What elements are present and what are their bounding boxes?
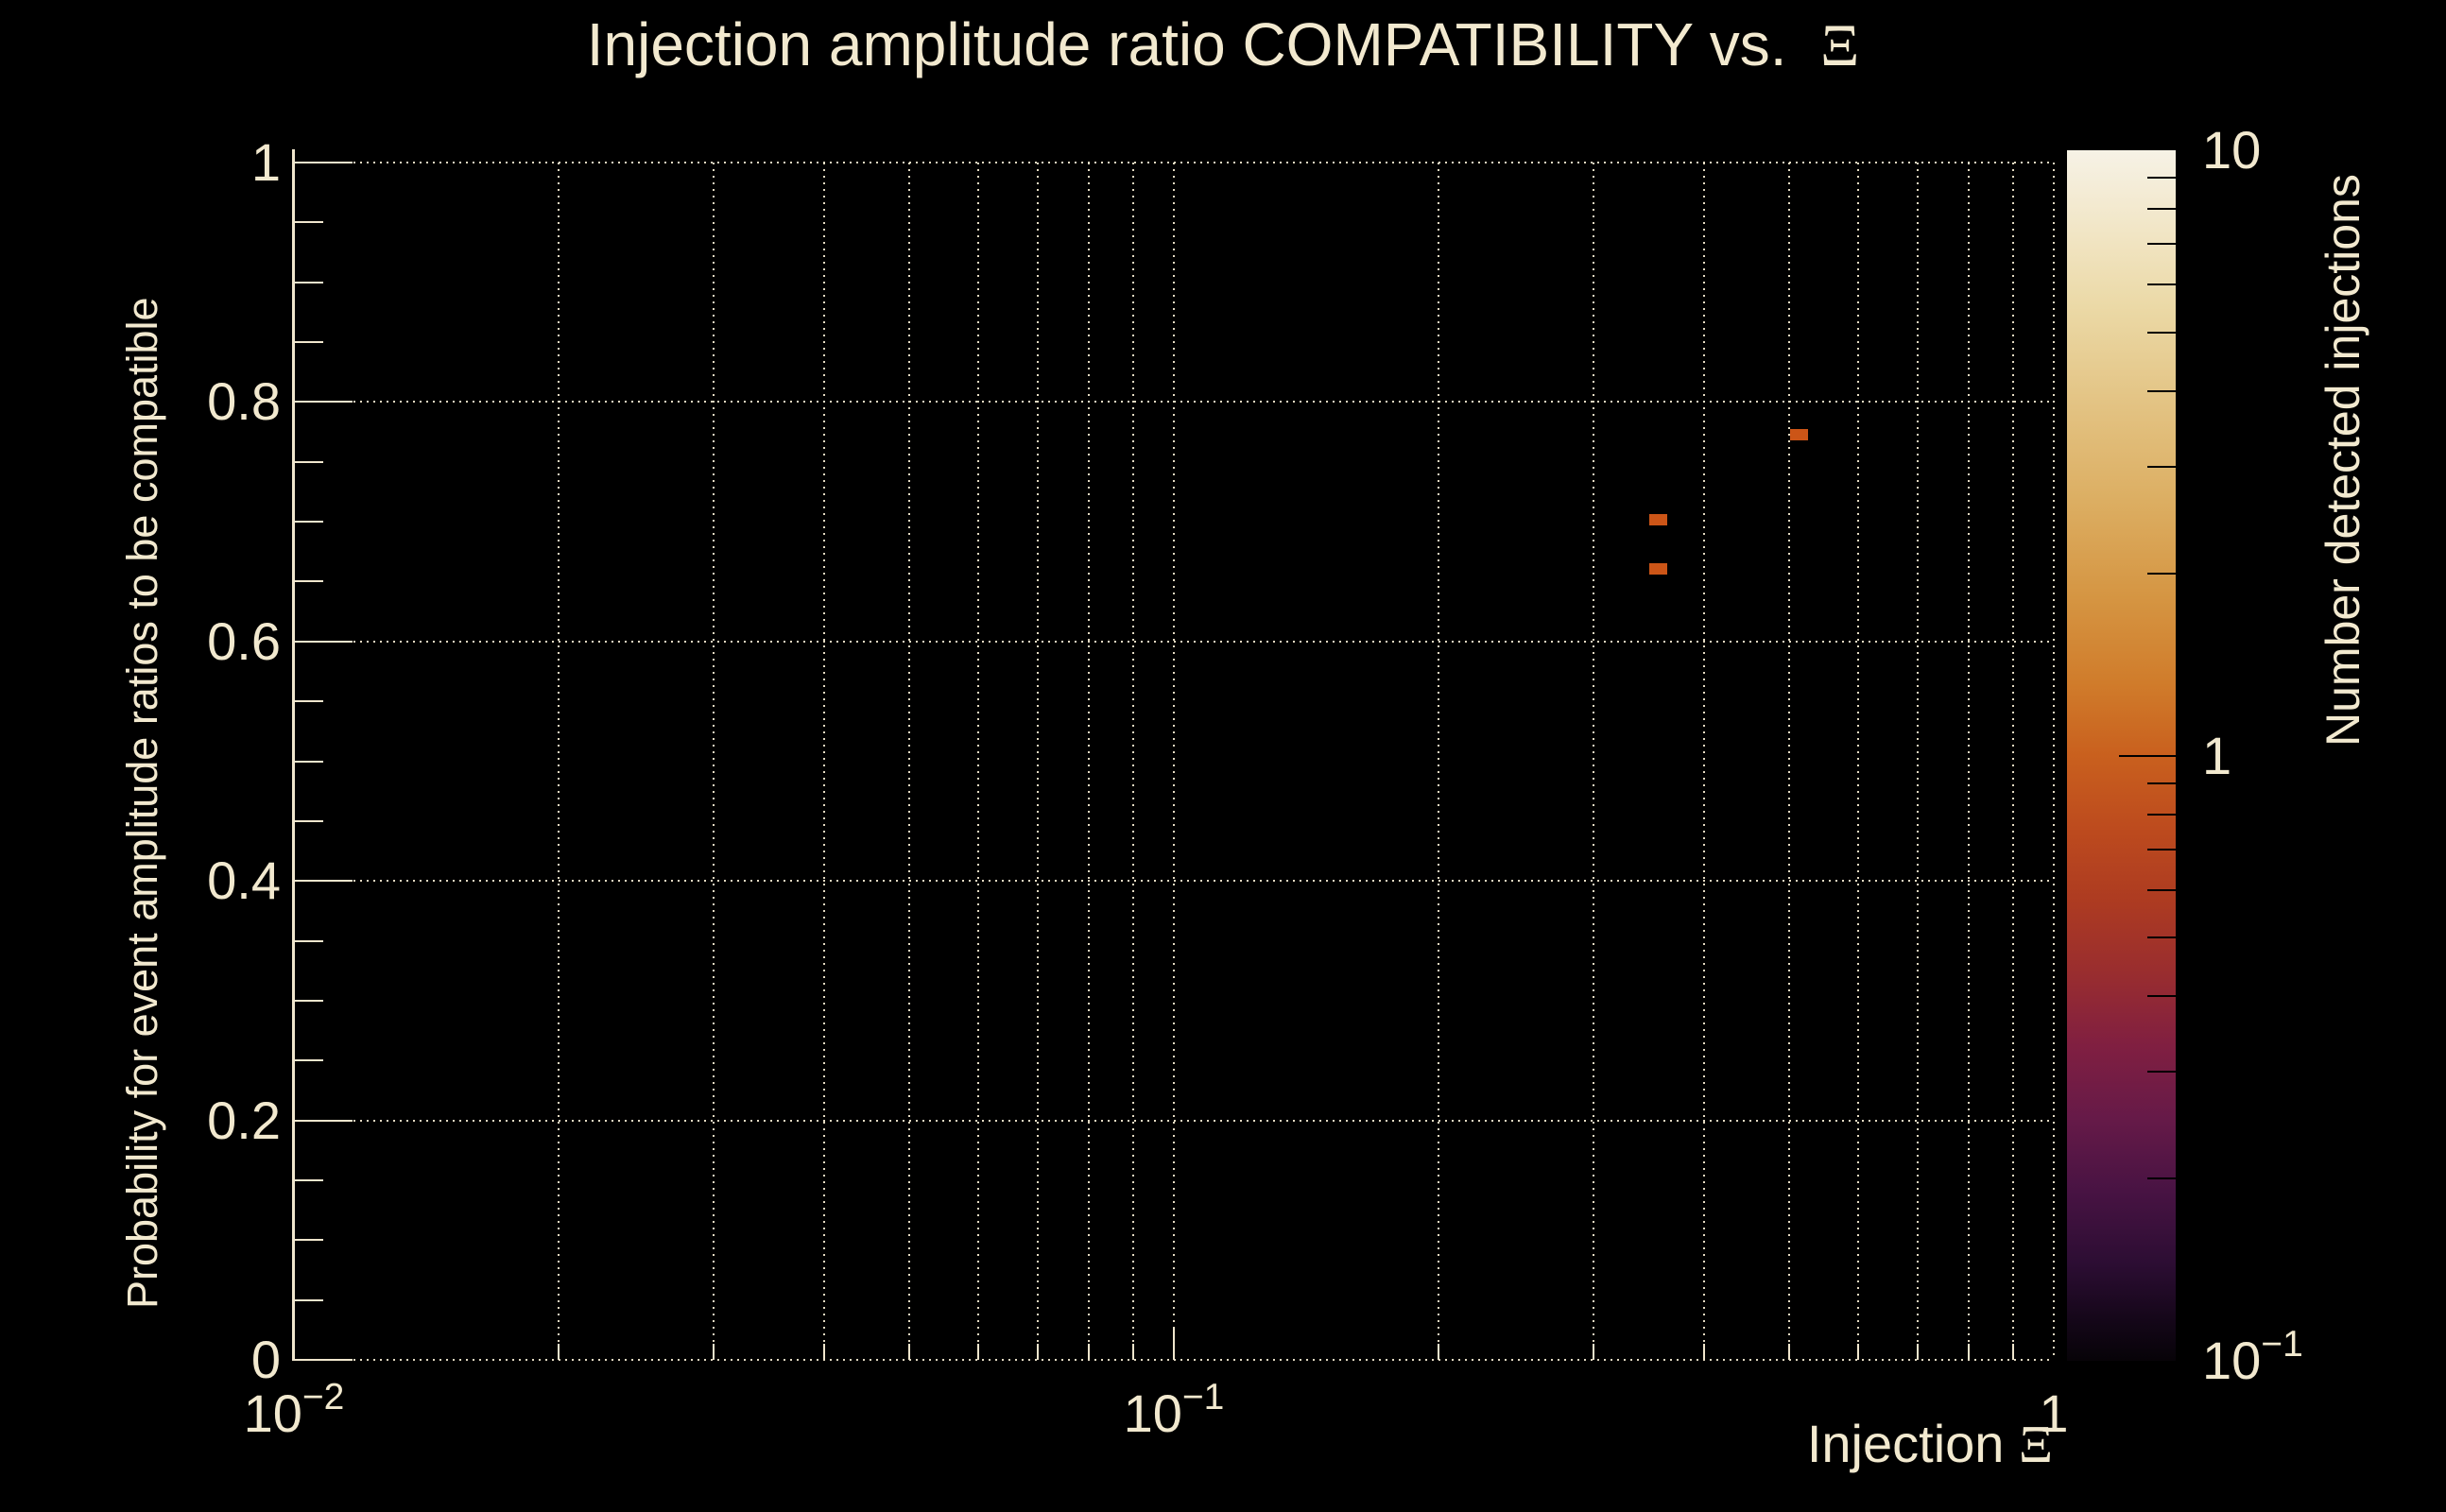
colorbar-tick-minor — [2147, 1177, 2176, 1180]
x-tick-minor — [1857, 1344, 1860, 1360]
x-gridline — [1702, 163, 1705, 1360]
x-gridline — [2053, 163, 2055, 1360]
y-tick — [294, 640, 353, 643]
y-gridline — [294, 401, 2054, 404]
y-tick-minor — [294, 580, 323, 583]
x-gridline — [1593, 163, 1595, 1360]
y-tick-minor — [294, 1239, 323, 1242]
x-gridline — [907, 163, 910, 1360]
x-tick-minor — [1787, 1344, 1790, 1360]
x-tick-minor — [1967, 1344, 1970, 1360]
y-tick-label: 0.2 — [207, 1090, 281, 1150]
y-gridline — [294, 880, 2054, 883]
colorbar-tick-minor — [2147, 331, 2176, 334]
colorbar-tick-minor — [2147, 177, 2176, 180]
x-gridline — [1132, 163, 1135, 1360]
x-tick-minor — [1438, 1344, 1440, 1360]
x-gridline — [1857, 163, 1860, 1360]
y-tick-label: 0.6 — [207, 610, 281, 671]
colorbar-title: Number detected injections — [2317, 174, 2369, 747]
y-tick — [294, 880, 353, 883]
x-tick — [1173, 1328, 1175, 1360]
y-tick-minor — [294, 1059, 323, 1062]
x-gridline — [1967, 163, 1970, 1360]
colorbar-tick-label: 10 — [2202, 120, 2262, 180]
y-tick-label: 0.8 — [207, 371, 281, 432]
colorbar-tick-label: 1 — [2202, 725, 2232, 785]
y-tick — [294, 401, 353, 404]
y-tick-minor — [294, 760, 323, 763]
x-axis-title: Injection Ξ — [1806, 1414, 2053, 1474]
x-gridline — [2012, 163, 2015, 1360]
heatmap-cell — [1789, 428, 1808, 440]
x-tick-label: 10−2 — [243, 1377, 345, 1443]
y-tick-label: 0.4 — [207, 850, 281, 911]
y-tick — [294, 1359, 353, 1361]
y-tick-label: 1 — [250, 132, 281, 192]
chart-title: Injection amplitude ratio COMPATIBILITY … — [586, 10, 1860, 78]
x-tick-minor — [1702, 1344, 1705, 1360]
x-gridline — [713, 163, 715, 1360]
x-gridline — [1036, 163, 1039, 1360]
x-tick-minor — [558, 1344, 560, 1360]
x-tick-minor — [1132, 1344, 1135, 1360]
colorbar-tick-minor — [2147, 782, 2176, 784]
colorbar-tick-minor — [2147, 243, 2176, 246]
colorbar-tick-minor — [2147, 208, 2176, 211]
x-tick-minor — [1593, 1344, 1595, 1360]
x-tick-minor — [1036, 1344, 1039, 1360]
y-gridline — [294, 162, 2054, 163]
y-tick-minor — [294, 521, 323, 524]
y-tick-minor — [294, 700, 323, 703]
x-tick-label: 10−1 — [1123, 1377, 1225, 1443]
colorbar-tick-minor — [2147, 848, 2176, 850]
heatmap-cell — [1648, 513, 1667, 525]
y-tick-minor — [294, 939, 323, 942]
x-gridline — [1087, 163, 1090, 1360]
colorbar-tick-minor — [2147, 936, 2176, 939]
y-tick-minor — [294, 999, 323, 1002]
y-axis-line — [292, 149, 295, 1361]
colorbar-tick-minor — [2147, 888, 2176, 891]
x-tick-minor — [907, 1344, 910, 1360]
x-gridline — [1916, 163, 1919, 1360]
y-gridline — [294, 1119, 2054, 1122]
colorbar-tick-minor — [2147, 284, 2176, 286]
x-tick-minor — [822, 1344, 825, 1360]
x-gridline — [1438, 163, 1440, 1360]
y-gridline — [294, 640, 2054, 643]
x-gridline — [822, 163, 825, 1360]
y-tick — [294, 162, 353, 163]
x-tick-minor — [713, 1344, 715, 1360]
heatmap-cell — [1648, 562, 1667, 575]
y-tick — [294, 1119, 353, 1122]
colorbar-tick-minor — [2147, 995, 2176, 998]
y-tick-minor — [294, 341, 323, 344]
colorbar-tick-minor — [2147, 465, 2176, 468]
x-tick-minor — [1087, 1344, 1090, 1360]
colorbar-tick-minor — [2147, 1071, 2176, 1074]
colorbar-tick-minor — [2147, 572, 2176, 575]
y-tick-minor — [294, 460, 323, 463]
x-tick-minor — [977, 1344, 980, 1360]
colorbar-tick-minor — [2147, 813, 2176, 816]
x-gridline — [558, 163, 560, 1360]
y-tick-minor — [294, 1298, 323, 1301]
x-gridline — [1787, 163, 1790, 1360]
y-tick-minor — [294, 1178, 323, 1181]
y-tick-minor — [294, 281, 323, 284]
y-tick-minor — [294, 221, 323, 224]
colorbar-tick — [2119, 754, 2176, 757]
colorbar-tick-label: 10−1 — [2202, 1324, 2303, 1390]
x-tick-minor — [2012, 1344, 2015, 1360]
colorbar-tick-minor — [2147, 389, 2176, 392]
x-tick-minor — [1916, 1344, 1919, 1360]
x-tick-label: 1 — [2039, 1383, 2069, 1443]
x-gridline — [1173, 163, 1175, 1360]
y-gridline — [294, 1359, 2054, 1361]
y-tick-minor — [294, 819, 323, 822]
y-tick-label: 0 — [250, 1330, 281, 1389]
x-gridline — [977, 163, 980, 1360]
